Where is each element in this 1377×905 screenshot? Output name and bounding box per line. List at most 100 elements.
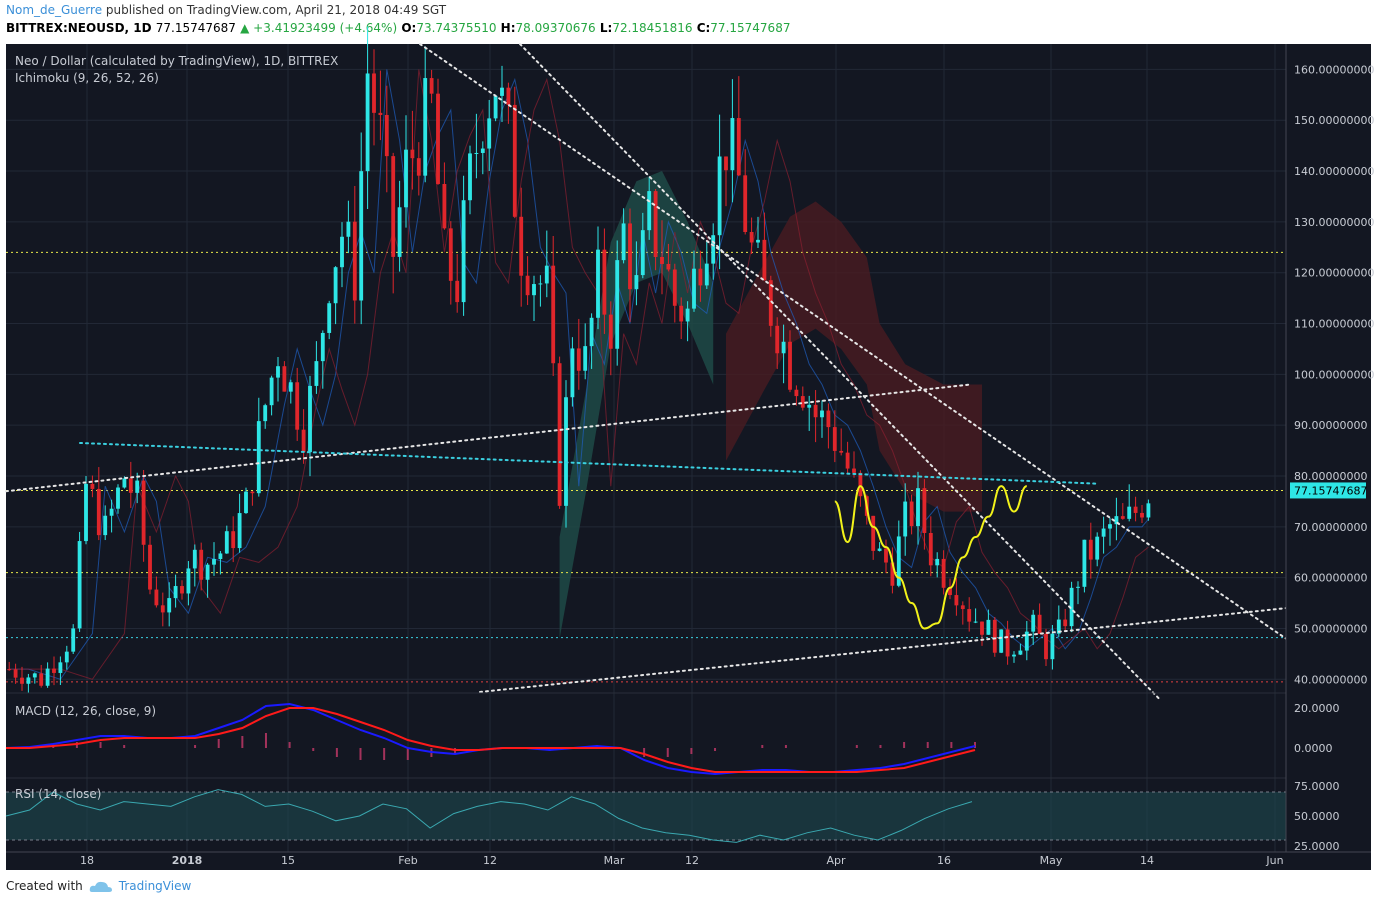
candle-body [269,377,274,406]
ichimoku-legend: Ichimoku (9, 26, 52, 26) [15,71,159,85]
candle-body [1108,524,1112,529]
candle-body [45,668,50,686]
candle-body [109,508,114,516]
candle-body [308,385,312,453]
candle-body [685,308,690,322]
candle-body [7,669,12,671]
candle-body [346,221,351,237]
candle-body [532,284,536,296]
candle-body [672,269,677,306]
candle-body [461,200,466,303]
candle-body [288,382,293,392]
candle-body [384,114,389,157]
candle-body [20,677,24,684]
candle-body [135,480,140,493]
candle-body [90,483,95,489]
candle-body [231,531,236,549]
candle-body [730,118,735,171]
created-with-text: Created with [6,879,83,893]
candle-body [1088,539,1093,560]
candle-body [180,586,184,594]
candle-body [1101,528,1106,537]
candle-body [199,549,204,580]
candle-body [295,382,300,430]
candle-body [788,341,792,390]
low-value: 72.18451816 [612,21,693,35]
candle-body [519,216,524,276]
candle-body [39,673,44,686]
candle-body [416,158,421,176]
tradingview-link[interactable]: TradingView [118,879,192,893]
candle-body [448,228,453,281]
close-label: C: [696,21,711,35]
price-tick-label: 140.00000000 [1294,165,1374,178]
candle-body [1114,516,1119,525]
candle-body [621,223,626,261]
candle-body [852,468,856,473]
candle-body [250,491,255,494]
last-price-label: 77.15747687 [1294,484,1367,497]
rsi-legend: RSI (14, close) [15,787,101,801]
candle-body [980,621,984,635]
price-change: ▲ +3.41923499 (+4.64%) [240,21,398,35]
candle-body [845,452,850,469]
symbol-interval: BITTREX:NEOUSD, 1D [6,21,152,35]
candle-body [749,231,754,243]
price-tick-label: 120.00000000 [1294,267,1374,280]
price-axis-background [1286,44,1371,852]
candle-body [583,346,588,371]
candle-body [1044,633,1048,660]
candle-body [148,544,152,590]
tradingview-cloud-icon [89,881,112,892]
candle-body [800,396,805,408]
price-tick-label: 100.00000000 [1294,368,1374,381]
candle-body [13,669,18,678]
time-tick-label: 12 [685,854,699,867]
candle-body [858,472,863,497]
candle-body [743,175,748,232]
candle-body [327,303,332,333]
candle-body [538,283,543,285]
candle-body [909,501,914,527]
candle-body [256,421,261,494]
trend-line-upper [419,43,1287,640]
trend-line-steep [519,43,1161,701]
candle-body [378,112,383,115]
trend-line-rising [5,383,971,493]
candle-body [352,221,357,301]
candle-body [128,478,133,493]
candle-body [576,348,581,371]
price-tick-label: 60.00000000 [1294,572,1367,585]
candle-body [244,491,248,514]
candle-body [212,559,216,565]
rsi-band [6,792,1286,840]
candle-body [96,488,101,536]
candle-body [1037,614,1042,634]
main-legend-title: Neo / Dollar (calculated by TradingView)… [15,54,338,68]
candle-body [372,73,376,113]
last-price-badge [1290,482,1366,499]
open-label: O: [401,21,417,35]
candle-body [320,332,325,362]
author-link[interactable]: Nom_de_Guerre [6,3,103,17]
low-label: L: [599,21,613,35]
candle-body [762,239,767,281]
candle-body [717,156,722,236]
candle-body [237,513,242,549]
candle-body [1012,654,1016,657]
candle-body [896,536,901,586]
candle-body [173,586,178,599]
candle-body [436,93,440,184]
candle-body [698,268,703,286]
price-tick-label: 90.00000000 [1294,419,1367,432]
candle-body [455,280,460,303]
high-label: H: [500,21,516,35]
candle-body [263,405,268,422]
candle-body [551,265,556,364]
candle-body [564,397,568,506]
time-tick-label: Jun [1265,854,1283,867]
candle-body [1127,506,1132,519]
candle-body [52,668,56,673]
candle-body [1063,619,1068,627]
